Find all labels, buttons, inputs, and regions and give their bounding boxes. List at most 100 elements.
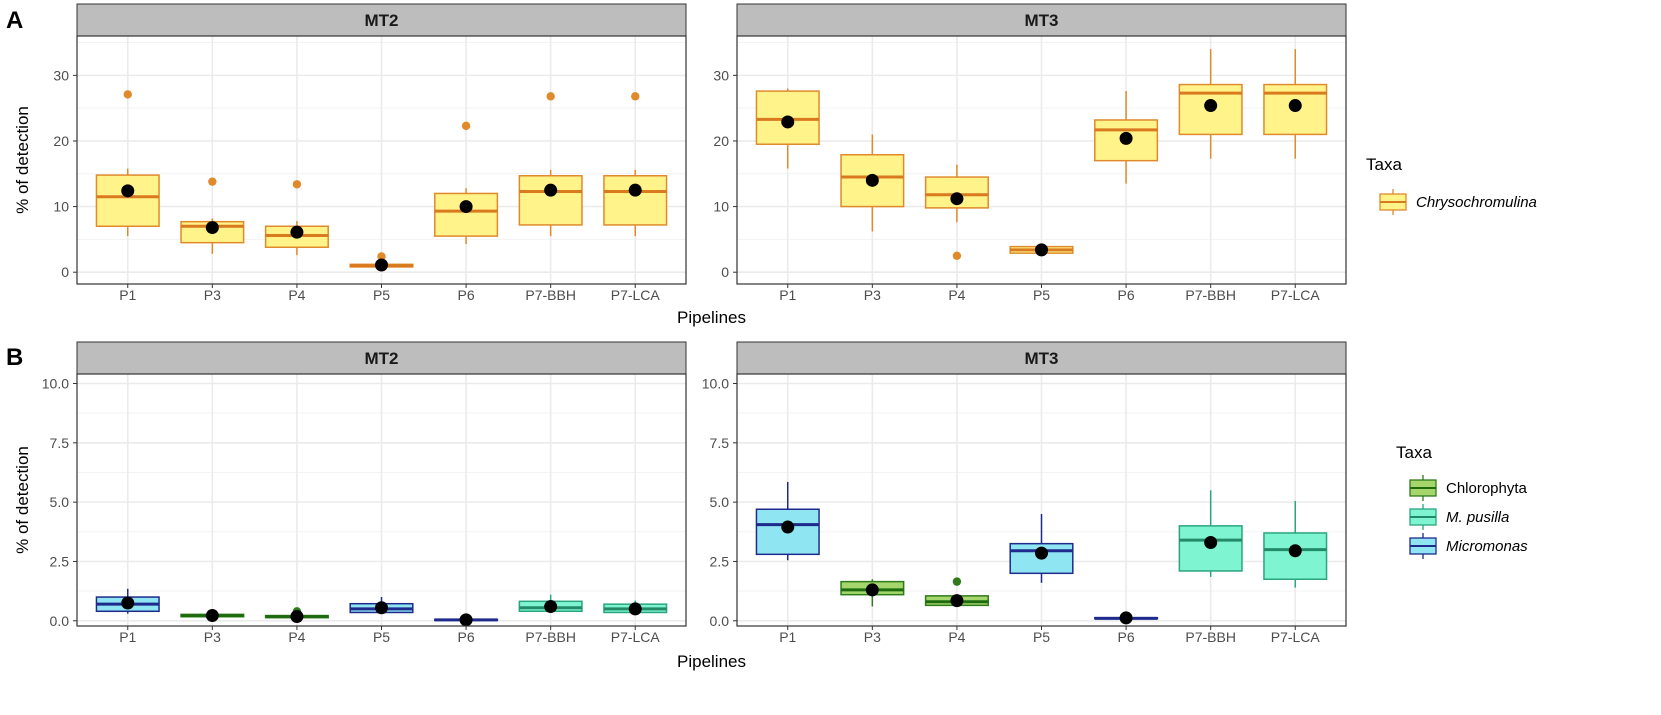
facet-strip: [76, 3, 687, 37]
x-tick-label: P5: [373, 629, 390, 645]
mean-point: [1035, 243, 1048, 257]
legend-title: Taxa: [1396, 443, 1432, 462]
x-tick-label: P4: [288, 629, 305, 645]
box-P7-LCA: [1263, 49, 1328, 159]
mean-point: [375, 258, 388, 272]
mean-point: [1204, 99, 1218, 113]
y-tick-label: 20: [713, 133, 729, 149]
outlier-point: [952, 577, 962, 586]
x-tick-label: P4: [288, 287, 305, 303]
box-iqr: [603, 174, 668, 226]
mean-point: [628, 183, 642, 197]
box-P5: [349, 252, 414, 272]
x-tick-label: P4: [948, 287, 965, 303]
x-tick-label: P7-LCA: [1271, 287, 1321, 303]
x-tick-label: P1: [119, 287, 136, 303]
y-tick-label: 5.0: [50, 494, 70, 510]
outlier-point: [377, 252, 386, 261]
panel-border: [736, 373, 1347, 627]
facet-strip: [736, 3, 1347, 37]
x-tick-label: P7-BBH: [1185, 629, 1236, 645]
box-iqr: [518, 174, 583, 226]
y-axis-title: % of detection: [13, 446, 32, 554]
box-P1: [95, 588, 160, 614]
box-P7-BBH: [518, 594, 583, 614]
x-tick-label: P6: [1118, 629, 1135, 645]
x-tick-label: P7-BBH: [525, 629, 576, 645]
legend-label-chlor: Chlorophyta: [1446, 480, 1528, 497]
mean-point: [544, 183, 558, 197]
x-tick-label: P1: [779, 629, 796, 645]
chart-layer: MT2 0 10 20 30 P1 P3 P4 P5 P6 P7-BBH P7-LCA MT3 0 10 20…: [13, 3, 1537, 671]
mean-point: [781, 520, 795, 534]
mean-point: [1119, 131, 1133, 145]
facet-strip: [76, 341, 687, 375]
x-tick-label: P5: [1033, 629, 1050, 645]
panel-border: [76, 35, 687, 285]
outlier-point: [546, 92, 555, 101]
y-tick-label: 5.0: [710, 494, 730, 510]
mean-point: [121, 184, 135, 198]
x-tick-label: P3: [864, 629, 881, 645]
box-P5: [1009, 243, 1074, 257]
mean-point: [1288, 99, 1302, 113]
legend: Taxa Chlorophyta M. pusilla Micromonas: [1396, 443, 1528, 559]
y-tick-label: 2.5: [50, 553, 70, 569]
legend-label-micro: Micromonas: [1446, 538, 1528, 555]
x-tick-label: P7-LCA: [611, 629, 661, 645]
x-tick-label: P7-BBH: [1185, 287, 1236, 303]
y-tick-label: 20: [53, 133, 69, 149]
mean-point: [1035, 546, 1048, 560]
box-P1: [755, 88, 820, 169]
legend-label-chryso: Chrysochromulina: [1416, 194, 1537, 211]
y-tick-label: 0.0: [50, 613, 70, 629]
box-iqr: [95, 174, 160, 228]
outlier-point: [123, 90, 132, 99]
legend: Taxa Chrysochromulina: [1366, 155, 1537, 215]
mean-point: [628, 602, 642, 616]
box-iqr: [434, 192, 499, 237]
box-P6: [1094, 91, 1159, 184]
mean-point: [290, 610, 304, 624]
x-tick-label: P7-BBH: [525, 287, 576, 303]
outlier-point: [292, 180, 302, 189]
mean-point: [205, 609, 219, 623]
y-tick-label: 0: [61, 264, 69, 280]
box-P4: [264, 180, 329, 256]
x-tick-label: P3: [864, 287, 881, 303]
box-P7-BBH: [1178, 490, 1243, 577]
mean-point: [950, 192, 964, 206]
y-tick-label: 7.5: [710, 435, 730, 451]
y-tick-label: 30: [713, 67, 729, 83]
panel-border: [736, 35, 1347, 285]
facet-strip-label: MT2: [365, 11, 399, 30]
x-tick-label: P6: [458, 287, 475, 303]
x-tick-label: P3: [204, 287, 221, 303]
mean-point: [1119, 611, 1133, 625]
x-tick-label: P5: [373, 287, 390, 303]
legend-title: Taxa: [1366, 155, 1402, 174]
facet-strip-label: MT2: [365, 349, 399, 368]
x-tick-label: P5: [1033, 287, 1050, 303]
facet-strip-label: MT3: [1025, 349, 1059, 368]
mean-point: [375, 601, 388, 615]
facet-strip-label: MT3: [1025, 11, 1059, 30]
mean-point: [950, 594, 964, 608]
mean-point: [865, 583, 879, 597]
outlier-point: [208, 177, 217, 186]
x-tick-label: P3: [204, 629, 221, 645]
box-P3: [840, 579, 905, 607]
mean-point: [865, 173, 879, 187]
y-tick-label: 7.5: [50, 435, 70, 451]
mean-point: [121, 596, 135, 610]
y-tick-label: 10: [713, 199, 729, 215]
x-axis-title: Pipelines: [677, 308, 746, 327]
y-tick-label: 10.0: [702, 375, 729, 391]
y-axis-title: % of detection: [13, 106, 32, 214]
mean-point: [1204, 535, 1218, 549]
box-P7-LCA: [1263, 500, 1328, 588]
x-tick-label: P6: [458, 629, 475, 645]
box-P6: [434, 121, 499, 244]
y-tick-label: 0: [721, 264, 729, 280]
